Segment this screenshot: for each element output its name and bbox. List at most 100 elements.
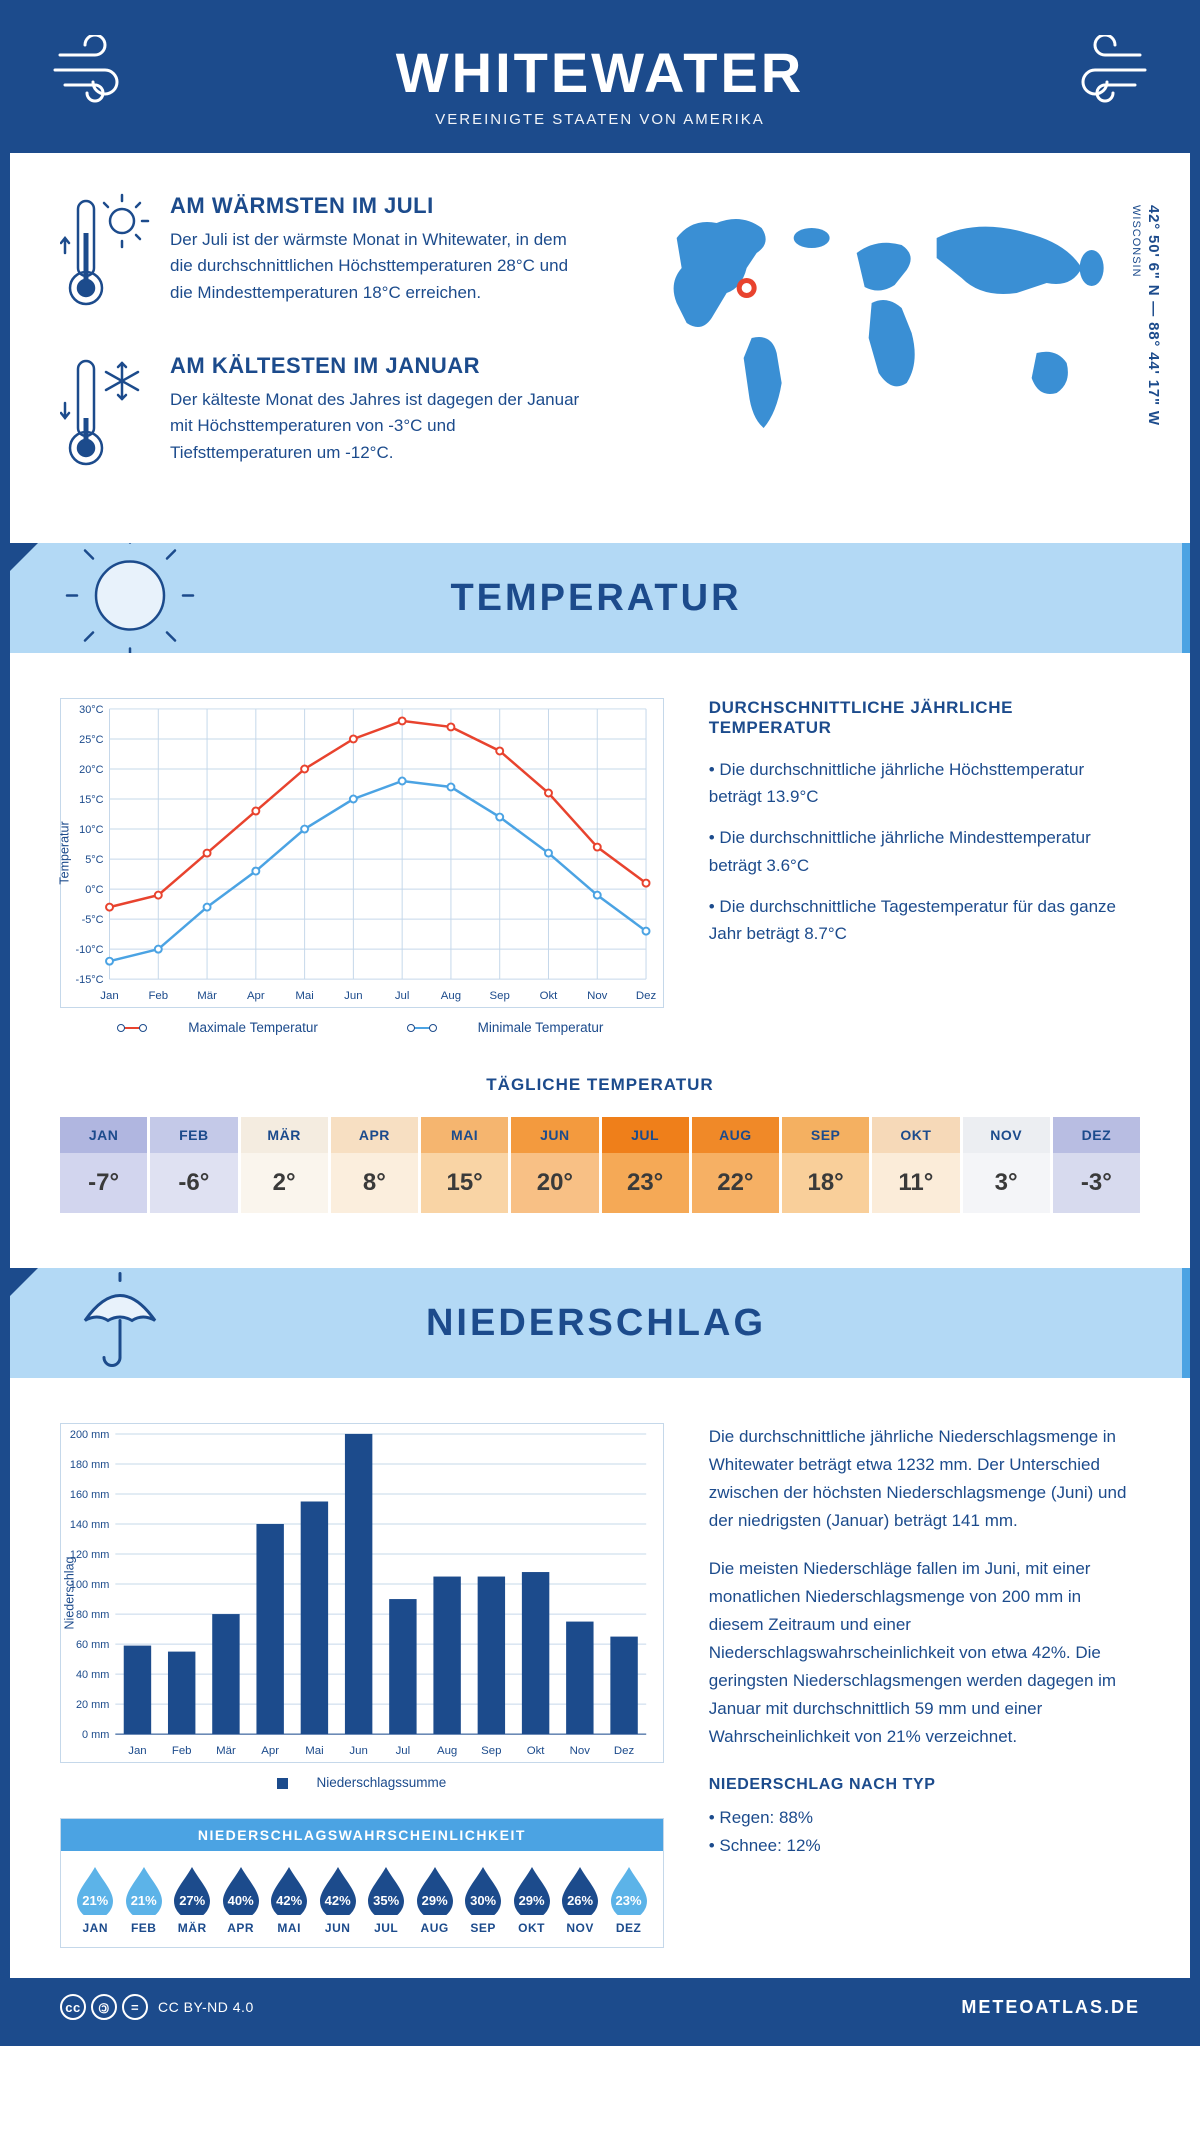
daily-temp-cell: JUL23°	[602, 1117, 689, 1213]
svg-text:80 mm: 80 mm	[76, 1609, 109, 1621]
daily-temp-cell: JAN-7°	[60, 1117, 147, 1213]
svg-text:Nov: Nov	[570, 1745, 591, 1757]
precip-prob-cell: 30% SEP	[461, 1865, 505, 1935]
svg-text:-5°C: -5°C	[82, 914, 104, 926]
precip-prob-cell: 23% DEZ	[606, 1865, 650, 1935]
svg-text:20°C: 20°C	[79, 764, 103, 776]
svg-text:180 mm: 180 mm	[70, 1459, 109, 1471]
thermometer-cold-icon	[60, 353, 150, 478]
svg-text:Feb: Feb	[148, 990, 168, 1002]
svg-text:Sep: Sep	[481, 1745, 501, 1757]
daily-temp-cell: APR8°	[331, 1117, 418, 1213]
svg-text:Sep: Sep	[490, 990, 510, 1002]
raindrop-icon: 42%	[316, 1865, 360, 1915]
precip-prob-cell: 21% JAN	[73, 1865, 117, 1935]
precipitation-summary: Die durchschnittliche jährliche Niedersc…	[709, 1423, 1140, 1948]
svg-text:Dez: Dez	[636, 990, 657, 1002]
wind-icon	[45, 35, 145, 110]
city-title: WHITEWATER	[30, 40, 1170, 105]
svg-text:Mai: Mai	[305, 1745, 323, 1757]
raindrop-icon: 21%	[122, 1865, 166, 1915]
svg-text:20 mm: 20 mm	[76, 1699, 109, 1711]
temperature-legend: Maximale Temperatur Minimale Temperatur	[60, 1020, 664, 1035]
raindrop-icon: 30%	[461, 1865, 505, 1915]
precip-prob-cell: 27% MÄR	[170, 1865, 214, 1935]
svg-text:Jun: Jun	[349, 1745, 367, 1757]
svg-text:Feb: Feb	[172, 1745, 192, 1757]
daily-temp-cell: OKT11°	[872, 1117, 959, 1213]
precip-prob-cell: 42% JUN	[315, 1865, 359, 1935]
cc-license-icon: cc🄯=	[60, 1994, 148, 2020]
daily-temp-cell: MÄR2°	[241, 1117, 328, 1213]
svg-text:-15°C: -15°C	[76, 974, 104, 986]
wind-icon	[1055, 35, 1155, 110]
raindrop-icon: 27%	[170, 1865, 214, 1915]
coordinates: 42° 50' 6" N — 88° 44' 17" WWISCONSIN	[1128, 205, 1162, 426]
svg-text:Aug: Aug	[441, 990, 461, 1002]
svg-text:Apr: Apr	[247, 990, 265, 1002]
coldest-title: AM KÄLTESTEN IM JANUAR	[170, 353, 593, 379]
raindrop-icon: 29%	[510, 1865, 554, 1915]
umbrella-icon	[65, 1268, 175, 1378]
daily-temp-cell: FEB-6°	[150, 1117, 237, 1213]
svg-text:Nov: Nov	[587, 990, 608, 1002]
daily-temp-cell: SEP18°	[782, 1117, 869, 1213]
svg-text:0 mm: 0 mm	[82, 1729, 109, 1741]
precip-prob-cell: 35% JUL	[364, 1865, 408, 1935]
temperature-summary: DURCHSCHNITTLICHE JÄHRLICHE TEMPERATUR •…	[709, 698, 1140, 1035]
precipitation-banner: NIEDERSCHLAG	[10, 1268, 1190, 1378]
sun-icon	[65, 543, 195, 653]
svg-text:Apr: Apr	[261, 1745, 279, 1757]
svg-text:40 mm: 40 mm	[76, 1669, 109, 1681]
license-text: CC BY-ND 4.0	[158, 1999, 254, 2015]
thermometer-hot-icon	[60, 193, 150, 318]
svg-text:25°C: 25°C	[79, 734, 103, 746]
svg-text:15°C: 15°C	[79, 794, 103, 806]
precip-prob-cell: 29% OKT	[509, 1865, 553, 1935]
raindrop-icon: 21%	[73, 1865, 117, 1915]
svg-text:Okt: Okt	[540, 990, 559, 1002]
world-map: 42° 50' 6" N — 88° 44' 17" WWISCONSIN	[633, 193, 1140, 513]
svg-text:Jan: Jan	[100, 990, 118, 1002]
raindrop-icon: 40%	[219, 1865, 263, 1915]
svg-text:5°C: 5°C	[85, 854, 103, 866]
svg-text:200 mm: 200 mm	[70, 1429, 109, 1441]
coldest-text: Der kälteste Monat des Jahres ist dagege…	[170, 387, 593, 466]
precip-prob-cell: 26% NOV	[558, 1865, 602, 1935]
svg-text:Jul: Jul	[395, 990, 410, 1002]
svg-text:Dez: Dez	[614, 1745, 635, 1757]
temperature-chart: Temperatur -15°C-10°C-5°C0°C5°C10°C15°C2…	[60, 698, 664, 1035]
svg-text:Mär: Mär	[197, 990, 217, 1002]
svg-text:Jan: Jan	[128, 1745, 146, 1757]
svg-text:Okt: Okt	[527, 1745, 546, 1757]
warmest-title: AM WÄRMSTEN IM JULI	[170, 193, 593, 219]
svg-text:Aug: Aug	[437, 1745, 457, 1757]
precip-prob-cell: 42% MAI	[267, 1865, 311, 1935]
svg-text:60 mm: 60 mm	[76, 1639, 109, 1651]
svg-text:Mär: Mär	[216, 1745, 236, 1757]
precipitation-legend: Niederschlagssumme	[60, 1775, 664, 1790]
raindrop-icon: 35%	[364, 1865, 408, 1915]
svg-text:30°C: 30°C	[79, 704, 103, 716]
svg-text:Mai: Mai	[295, 990, 313, 1002]
raindrop-icon: 23%	[607, 1865, 651, 1915]
warmest-text: Der Juli ist der wärmste Monat in Whitew…	[170, 227, 593, 306]
temperature-banner: TEMPERATUR	[10, 543, 1190, 653]
coldest-block: AM KÄLTESTEN IM JANUAR Der kälteste Mona…	[60, 353, 593, 478]
raindrop-icon: 26%	[558, 1865, 602, 1915]
daily-temp-cell: NOV3°	[963, 1117, 1050, 1213]
daily-temperature: TÄGLICHE TEMPERATUR JAN-7°FEB-6°MÄR2°APR…	[60, 1075, 1140, 1213]
brand-name: METEOATLAS.DE	[961, 1997, 1140, 2018]
svg-text:-10°C: -10°C	[76, 944, 104, 956]
page-header: WHITEWATER VEREINIGTE STAATEN VON AMERIK…	[10, 10, 1190, 153]
precip-prob-cell: 29% AUG	[412, 1865, 456, 1935]
daily-temp-cell: JUN20°	[511, 1117, 598, 1213]
svg-text:Jun: Jun	[344, 990, 362, 1002]
svg-text:160 mm: 160 mm	[70, 1489, 109, 1501]
page-footer: cc🄯= CC BY-ND 4.0 METEOATLAS.DE	[10, 1978, 1190, 2036]
warmest-block: AM WÄRMSTEN IM JULI Der Juli ist der wär…	[60, 193, 593, 318]
precip-prob-cell: 21% FEB	[121, 1865, 165, 1935]
overview-section: AM WÄRMSTEN IM JULI Der Juli ist der wär…	[60, 193, 1140, 513]
country-subtitle: VEREINIGTE STAATEN VON AMERIKA	[30, 111, 1170, 128]
svg-text:10°C: 10°C	[79, 824, 103, 836]
